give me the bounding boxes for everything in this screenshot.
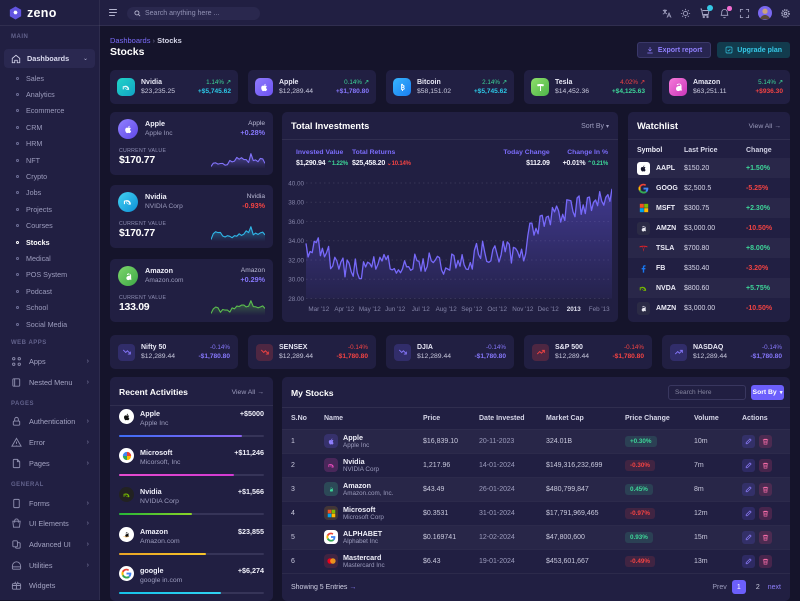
svg-text:2013: 2013 xyxy=(567,306,582,313)
svg-text:Nov '12: Nov '12 xyxy=(512,306,534,313)
svg-text:Dec '12: Dec '12 xyxy=(538,306,560,313)
svg-text:34.00: 34.00 xyxy=(288,238,304,245)
svg-text:Mar '12: Mar '12 xyxy=(308,306,329,313)
svg-text:Aug '12: Aug '12 xyxy=(436,306,458,313)
svg-text:Oct '12: Oct '12 xyxy=(487,306,507,313)
svg-text:May '12: May '12 xyxy=(359,306,381,313)
svg-text:Jun '12: Jun '12 xyxy=(385,306,406,313)
svg-text:28.00: 28.00 xyxy=(288,296,304,303)
svg-text:Feb '13: Feb '13 xyxy=(589,306,610,313)
svg-text:30.00: 30.00 xyxy=(288,277,304,284)
svg-text:Sep '12: Sep '12 xyxy=(461,306,483,313)
svg-text:36.00: 36.00 xyxy=(288,219,304,226)
svg-text:38.00: 38.00 xyxy=(288,200,304,207)
svg-text:Apr '12: Apr '12 xyxy=(334,306,354,313)
svg-text:Jul '12: Jul '12 xyxy=(412,306,431,313)
svg-text:40.00: 40.00 xyxy=(288,181,304,187)
svg-text:32.00: 32.00 xyxy=(288,257,304,264)
